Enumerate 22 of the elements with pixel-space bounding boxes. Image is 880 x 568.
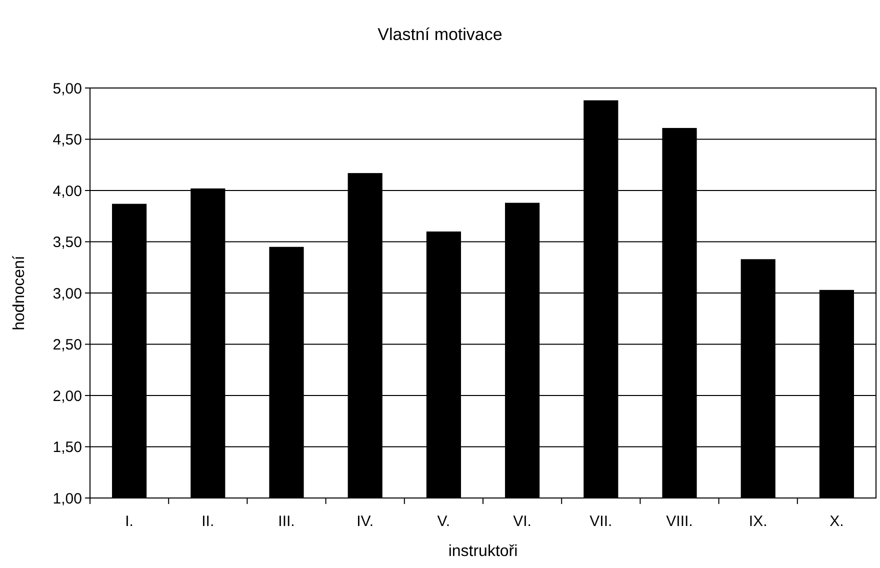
y-tick-label: 4,00 [52, 182, 82, 200]
x-tick-label: IV. [356, 513, 374, 530]
x-tick-label: V. [437, 513, 450, 530]
y-axis-title: hodnocení [11, 255, 28, 330]
y-tick-label: 2,50 [52, 336, 82, 354]
x-tick-label: IX. [748, 513, 768, 530]
chart-title: Vlastní motivace [378, 25, 502, 44]
x-tick-label: VIII. [666, 513, 693, 530]
x-tick-label: VI. [513, 513, 532, 530]
y-tick-label: 5,00 [52, 80, 82, 98]
y-tick-label: 3,00 [52, 285, 82, 302]
y-tick-label: 1,00 [52, 490, 82, 508]
x-tick-label: VII. [590, 513, 612, 530]
y-tick-label: 4,50 [52, 132, 82, 148]
y-tick-label: 1,50 [52, 439, 82, 456]
y-tick-label: 2,00 [52, 388, 82, 405]
x-tick-label: II. [202, 513, 214, 530]
x-tick-label: I. [125, 513, 134, 530]
x-tick-label: X. [830, 513, 844, 530]
x-axis-title: instruktoři [448, 543, 518, 560]
x-tick-label: III. [278, 513, 295, 530]
y-tick-label: 3,50 [52, 234, 82, 251]
